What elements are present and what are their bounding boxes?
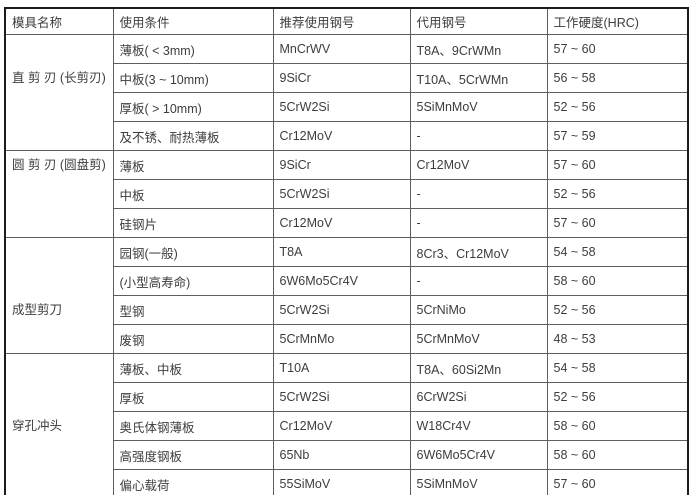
hardness-cell: 52 ~ 56: [546, 295, 689, 325]
table-row: 奥氏体钢薄板 Cr12MoV W18Cr4V 58 ~ 60: [5, 411, 689, 441]
substitute-steel-cell: 5SiMnMoV: [409, 92, 548, 122]
condition-cell: 园钢(一般): [112, 237, 274, 267]
substitute-steel-cell: -: [409, 179, 548, 209]
recommended-steel-cell: 6W6Mo5Cr4V: [272, 266, 411, 296]
table-row: (小型高寿命) 6W6Mo5Cr4V - 58 ~ 60: [5, 266, 689, 296]
group-straight-shear-blade: 直 剪 刃 (长剪刃): [4, 34, 114, 151]
header-substitute-steel: 代用钢号: [409, 7, 548, 35]
substitute-steel-cell: 6W6Mo5Cr4V: [409, 440, 548, 470]
hardness-cell: 52 ~ 56: [546, 179, 689, 209]
header-recommended-steel: 推荐使用钢号: [272, 7, 411, 35]
condition-cell: 薄板、中板: [112, 353, 274, 383]
substitute-steel-cell: 5CrNiMo: [409, 295, 548, 325]
recommended-steel-cell: T10A: [272, 353, 411, 383]
table-row: 中板(3 ~ 10mm) 9SiCr T10A、5CrWMn 56 ~ 58: [5, 63, 689, 93]
condition-cell: 薄板: [112, 150, 274, 180]
condition-cell: 中板(3 ~ 10mm): [112, 63, 274, 93]
mold-group-label: 成型剪刀: [12, 303, 63, 317]
recommended-steel-cell: Cr12MoV: [272, 411, 411, 441]
table-row: 废钢 5CrMnMo 5CrMnMoV 48 ~ 53: [5, 324, 689, 354]
condition-cell: (小型高寿命): [112, 266, 274, 296]
table-row: 高强度钢板 65Nb 6W6Mo5Cr4V 58 ~ 60: [5, 440, 689, 470]
hardness-cell: 48 ~ 53: [546, 324, 689, 354]
hardness-cell: 52 ~ 56: [546, 382, 689, 412]
hardness-cell: 57 ~ 60: [546, 150, 689, 180]
substitute-steel-cell: T8A、9CrWMn: [409, 34, 548, 64]
hardness-cell: 57 ~ 60: [546, 469, 689, 495]
mold-group-label: 穿孔冲头: [12, 419, 63, 433]
condition-cell: 高强度钢板: [112, 440, 274, 470]
condition-cell: 中板: [112, 179, 274, 209]
hardness-cell: 57 ~ 59: [546, 121, 689, 151]
condition-cell: 硅钢片: [112, 208, 274, 238]
hardness-cell: 58 ~ 60: [546, 266, 689, 296]
recommended-steel-cell: T8A: [272, 237, 411, 267]
hardness-cell: 58 ~ 60: [546, 411, 689, 441]
table-row: 穿孔冲头 薄板、中板 T10A T8A、60Si2Mn 54 ~ 58: [4, 353, 689, 495]
group-piercing-punch: 穿孔冲头: [4, 353, 114, 495]
table-row: 偏心载荷 55SiMoV 5SiMnMoV 57 ~ 60: [5, 469, 689, 495]
header-working-hardness: 工作硬度(HRC): [546, 7, 689, 35]
condition-cell: 薄板( < 3mm): [112, 34, 274, 64]
hardness-cell: 54 ~ 58: [546, 237, 689, 267]
table-row: 型钢 5CrW2Si 5CrNiMo 52 ~ 56: [5, 295, 689, 325]
recommended-steel-cell: Cr12MoV: [272, 208, 411, 238]
table-row: 直 剪 刃 (长剪刃) 薄板( < 3mm) MnCrWV T8A、9CrWMn…: [4, 34, 689, 151]
hardness-cell: 58 ~ 60: [546, 440, 689, 470]
substitute-steel-cell: 5SiMnMoV: [409, 469, 548, 495]
mold-group-label: 圆 剪 刃 (圆盘剪): [12, 158, 106, 172]
recommended-steel-cell: 9SiCr: [272, 150, 411, 180]
recommended-steel-cell: 5CrW2Si: [272, 179, 411, 209]
substitute-steel-cell: T8A、60Si2Mn: [409, 353, 548, 383]
recommended-steel-cell: MnCrWV: [272, 34, 411, 64]
group-forming-shears: 成型剪刀: [4, 237, 114, 354]
mold-group-label: 直 剪 刃 (长剪刃): [12, 71, 106, 85]
condition-cell: 废钢: [112, 324, 274, 354]
hardness-cell: 57 ~ 60: [546, 34, 689, 64]
substitute-steel-cell: -: [409, 121, 548, 151]
hardness-cell: 56 ~ 58: [546, 63, 689, 93]
substitute-steel-cell: 6CrW2Si: [409, 382, 548, 412]
recommended-steel-cell: 5CrW2Si: [272, 92, 411, 122]
header-mold-name: 模具名称: [4, 7, 114, 35]
header-usage-condition: 使用条件: [112, 7, 274, 35]
recommended-steel-cell: 5CrMnMo: [272, 324, 411, 354]
table-row: 成型剪刀 园钢(一般) T8A 8Cr3、Cr12MoV 54 ~ 58: [4, 237, 689, 354]
condition-cell: 厚板( > 10mm): [112, 92, 274, 122]
table-row: 厚板( > 10mm) 5CrW2Si 5SiMnMoV 52 ~ 56: [5, 92, 689, 122]
recommended-steel-cell: 55SiMoV: [272, 469, 411, 495]
table-row: 圆 剪 刃 (圆盘剪) 薄板 9SiCr Cr12MoV 57 ~ 60: [4, 150, 689, 238]
hardness-cell: 52 ~ 56: [546, 92, 689, 122]
substitute-steel-cell: -: [409, 208, 548, 238]
substitute-steel-cell: Cr12MoV: [409, 150, 548, 180]
recommended-steel-cell: 65Nb: [272, 440, 411, 470]
recommended-steel-cell: Cr12MoV: [272, 121, 411, 151]
substitute-steel-cell: 5CrMnMoV: [409, 324, 548, 354]
header-row: 模具名称 使用条件 推荐使用钢号 代用钢号 工作硬度(HRC): [4, 7, 689, 35]
hardness-cell: 54 ~ 58: [546, 353, 689, 383]
substitute-steel-cell: -: [409, 266, 548, 296]
condition-cell: 厚板: [112, 382, 274, 412]
condition-cell: 偏心载荷: [112, 469, 274, 495]
substitute-steel-cell: W18Cr4V: [409, 411, 548, 441]
substitute-steel-cell: 8Cr3、Cr12MoV: [409, 237, 548, 267]
condition-cell: 型钢: [112, 295, 274, 325]
condition-cell: 及不锈、耐热薄板: [112, 121, 274, 151]
recommended-steel-cell: 9SiCr: [272, 63, 411, 93]
group-circular-shear-blade: 圆 剪 刃 (圆盘剪): [4, 150, 114, 238]
condition-cell: 奥氏体钢薄板: [112, 411, 274, 441]
die-steel-selection-table: 模具名称 使用条件 推荐使用钢号 代用钢号 工作硬度(HRC) 直 剪 刃 (长…: [4, 7, 689, 495]
hardness-cell: 57 ~ 60: [546, 208, 689, 238]
recommended-steel-cell: 5CrW2Si: [272, 295, 411, 325]
substitute-steel-cell: T10A、5CrWMn: [409, 63, 548, 93]
table-row: 及不锈、耐热薄板 Cr12MoV - 57 ~ 59: [5, 121, 689, 151]
recommended-steel-cell: 5CrW2Si: [272, 382, 411, 412]
